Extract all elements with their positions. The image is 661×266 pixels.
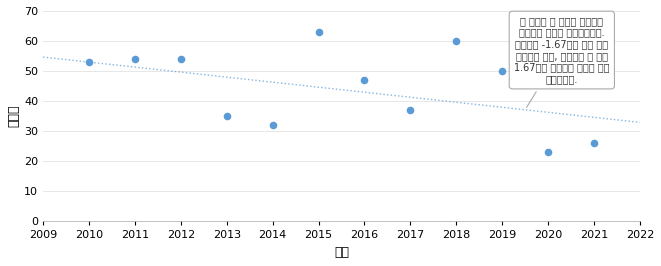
Point: [359, 78, 369, 82]
Point: [130, 57, 140, 61]
Point: [84, 60, 95, 64]
Point: [176, 57, 186, 61]
Point: [405, 108, 416, 112]
Text: 이 점선은 각 년도별 산란일을
기준으로 그려낸 추세선입니다.
기울기는 -1.67으로 음의 값을
나디내고 있어, 산란일이 연 평균
1.67일씩 빨: 이 점선은 각 년도별 산란일을 기준으로 그려낸 추세선입니다. 기울기는 -…: [514, 16, 609, 107]
Point: [497, 69, 508, 73]
Point: [267, 123, 278, 127]
Point: [589, 141, 600, 146]
X-axis label: 년도: 년도: [334, 246, 349, 259]
Point: [543, 150, 553, 155]
Y-axis label: 산란일: 산란일: [7, 105, 20, 127]
Point: [451, 39, 461, 43]
Point: [221, 114, 232, 118]
Point: [313, 30, 324, 34]
